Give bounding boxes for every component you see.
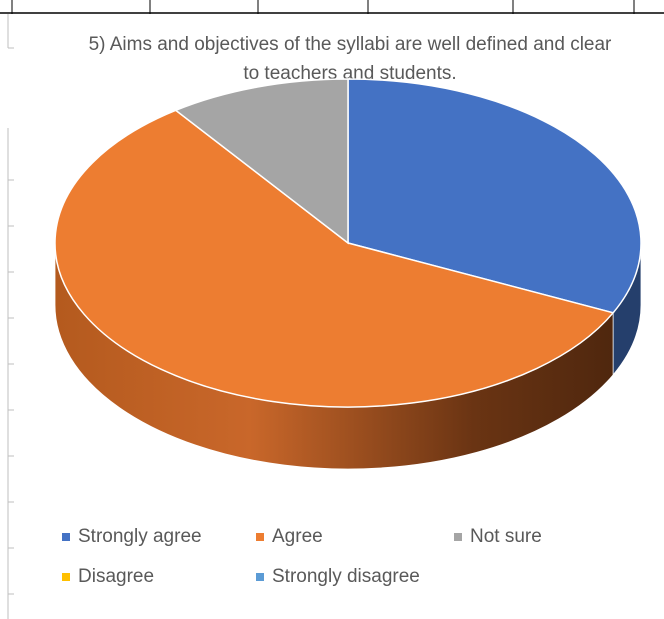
legend-item-not-sure: Not sure	[454, 526, 542, 548]
legend-item-agree: Agree	[256, 526, 323, 548]
legend-swatch	[454, 533, 462, 541]
legend-swatch	[62, 533, 70, 541]
left-margin-rules	[7, 14, 14, 619]
legend-swatch	[256, 533, 264, 541]
pie-slice-not-sure	[174, 78, 349, 245]
pie-slice-strongly-agree	[347, 78, 642, 314]
legend-label: Strongly disagree	[272, 566, 420, 587]
legend-item-strongly-agree: Strongly agree	[62, 526, 202, 548]
legend-item-strongly-disagree: Strongly disagree	[256, 566, 420, 588]
chart-title: 5) Aims and objectives of the syllabi ar…	[88, 34, 612, 84]
chart-legend: Strongly agree Agree Not sure Disagree Stron…	[62, 526, 622, 606]
legend-item-disagree: Disagree	[62, 566, 154, 588]
legend-label: Agree	[272, 526, 323, 547]
pie-slice-agree	[54, 109, 615, 408]
legend-label: Not sure	[470, 526, 542, 547]
legend-swatch	[62, 573, 70, 581]
legend-label: Disagree	[78, 566, 155, 587]
table-border-top	[0, 0, 664, 14]
legend-label: Strongly agree	[78, 526, 202, 547]
legend-swatch	[256, 573, 264, 581]
